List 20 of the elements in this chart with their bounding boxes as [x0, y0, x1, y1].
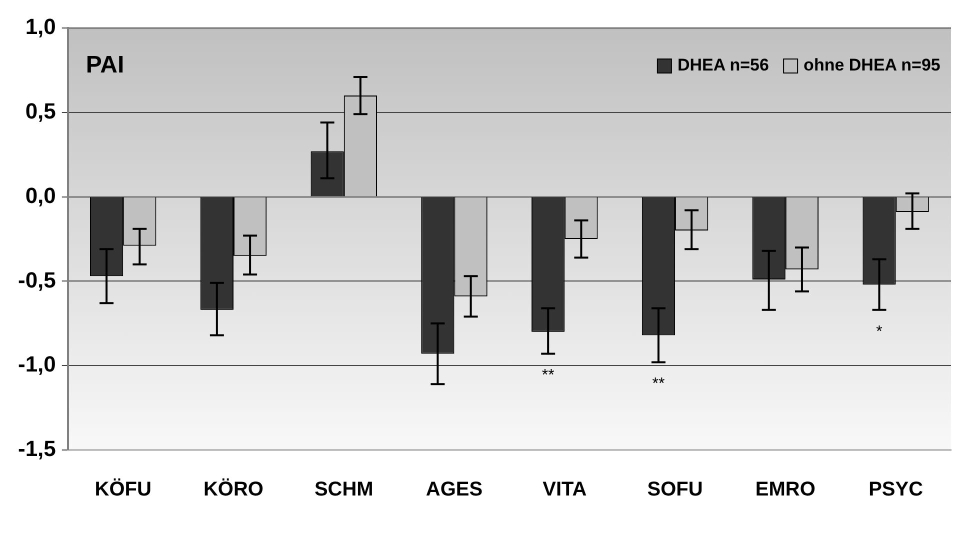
x-tick-label: SOFU: [647, 478, 703, 501]
legend-label: DHEA n=56: [677, 56, 769, 75]
x-tick-label: VITA: [542, 478, 587, 501]
x-tick-label: KÖRO: [203, 478, 264, 501]
data-label: **: [542, 367, 554, 384]
text: PAI: [86, 52, 124, 79]
x-tick-label: PSYC: [868, 478, 924, 501]
y-tick-label: -1,0: [18, 352, 56, 377]
y-tick-label: 0,5: [25, 98, 56, 124]
x-tick-label: AGES: [426, 478, 483, 501]
data-label: **: [652, 376, 665, 393]
y-tick-label: 1,0: [25, 14, 56, 40]
x-tick-label: SCHM: [314, 478, 374, 501]
y-tick-label: -0,5: [18, 267, 56, 292]
y-tick-label: -1,5: [18, 436, 56, 462]
legend-label: ohne DHEA n=95: [804, 56, 940, 75]
y-tick-label: 0,0: [25, 182, 56, 208]
data-label: *: [876, 323, 882, 340]
x-tick-label: KÖFU: [94, 478, 152, 501]
x-tick-label: EMRO: [755, 478, 816, 501]
